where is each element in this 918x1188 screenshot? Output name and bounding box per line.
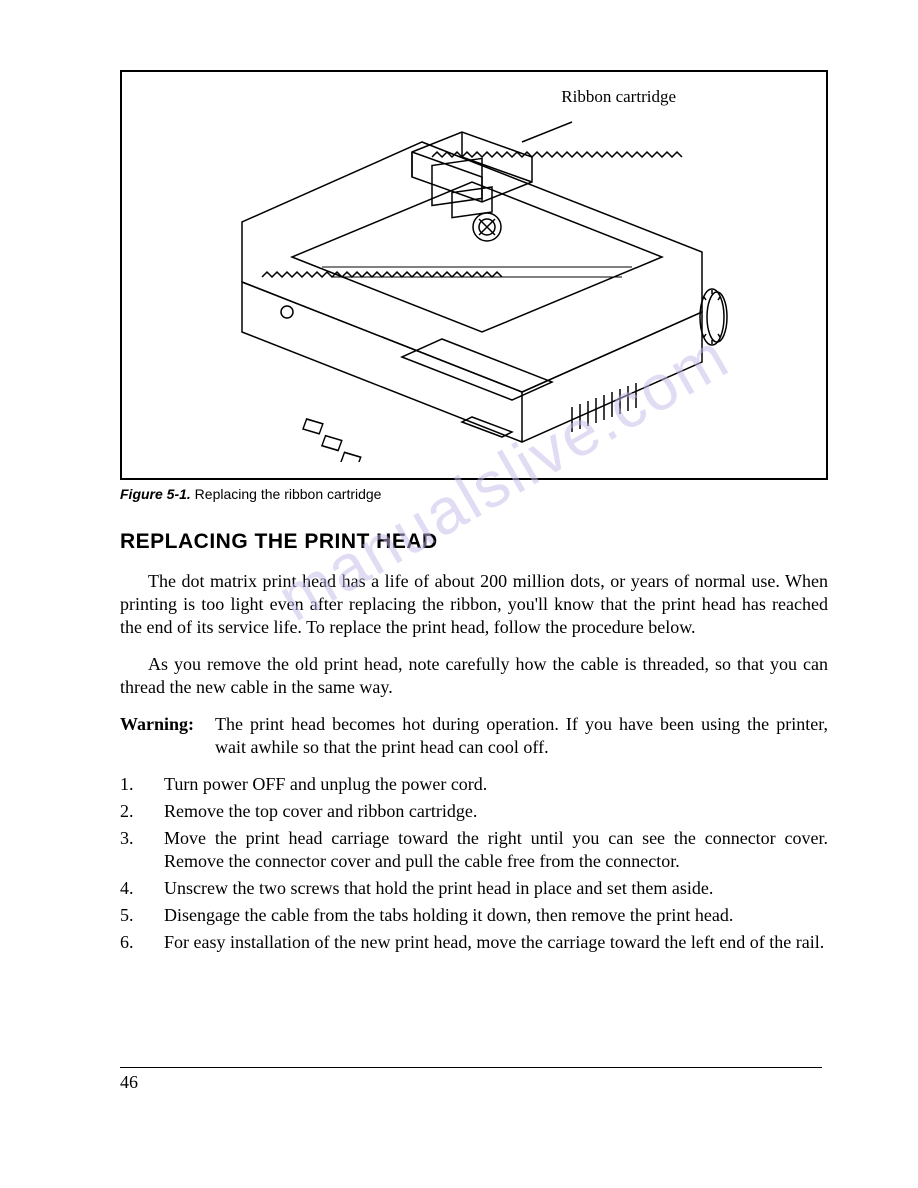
printer-illustration [172, 102, 762, 462]
step-number: 3. [120, 827, 164, 873]
step-item: 5. Disengage the cable from the tabs hol… [120, 904, 828, 927]
step-item: 3. Move the print head carriage toward t… [120, 827, 828, 873]
step-text: Unscrew the two screws that hold the pri… [164, 877, 828, 900]
step-number: 2. [120, 800, 164, 823]
figure-caption-text: Replacing the ribbon cartridge [191, 486, 382, 502]
step-number: 6. [120, 931, 164, 954]
body-paragraph-1: The dot matrix print head has a life of … [120, 570, 828, 639]
figure-box: Ribbon cartridge [120, 70, 828, 480]
step-text: Disengage the cable from the tabs holdin… [164, 904, 828, 927]
step-text: Turn power OFF and unplug the power cord… [164, 773, 828, 796]
step-text: Remove the top cover and ribbon cartridg… [164, 800, 828, 823]
figure-caption-bold: Figure 5-1. [120, 486, 191, 502]
warning-label: Warning: [120, 713, 215, 759]
step-item: 6. For easy installation of the new prin… [120, 931, 828, 954]
step-list: 1. Turn power OFF and unplug the power c… [120, 773, 828, 954]
warning-block: Warning: The print head becomes hot duri… [120, 713, 828, 759]
page-number: 46 [120, 1067, 822, 1093]
step-text: Move the print head carriage toward the … [164, 827, 828, 873]
step-number: 4. [120, 877, 164, 900]
warning-text: The print head becomes hot during operat… [215, 713, 828, 759]
step-item: 4. Unscrew the two screws that hold the … [120, 877, 828, 900]
step-number: 5. [120, 904, 164, 927]
section-heading: REPLACING THE PRINT HEAD [120, 530, 828, 554]
body-paragraph-2: As you remove the old print head, note c… [120, 653, 828, 699]
step-text: For easy installation of the new print h… [164, 931, 828, 954]
step-number: 1. [120, 773, 164, 796]
step-item: 1. Turn power OFF and unplug the power c… [120, 773, 828, 796]
step-item: 2. Remove the top cover and ribbon cartr… [120, 800, 828, 823]
figure-caption: Figure 5-1. Replacing the ribbon cartrid… [120, 486, 828, 502]
